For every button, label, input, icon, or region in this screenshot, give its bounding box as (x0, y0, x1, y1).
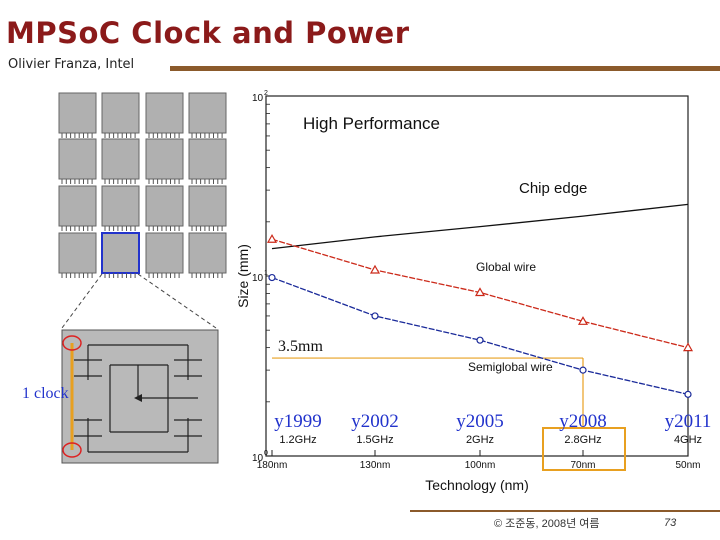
data-point (268, 273, 276, 282)
series-label-chip-edge: Chip edge (519, 180, 587, 197)
zoom-line-left (61, 273, 103, 329)
x-tick-label: 70nm (570, 460, 595, 471)
frequency-label: 1.5GHz (356, 434, 393, 446)
data-point (474, 287, 486, 297)
core-tile (58, 138, 97, 180)
data-point (266, 234, 278, 243)
x-tick-label: 130nm (360, 460, 391, 471)
core-tile (145, 185, 184, 227)
y-tick-label: 10 (252, 453, 264, 464)
series-label-semiglobal-wire: Semiglobal wire (468, 360, 553, 374)
series-line (271, 203, 689, 250)
core-tile (101, 185, 140, 227)
plot-frame (265, 95, 689, 457)
clock-h-tree (74, 344, 202, 453)
frequency-label: 4GHz (674, 434, 702, 446)
data-point (577, 316, 589, 325)
frequency-label: 1.2GHz (279, 434, 316, 446)
footer-rule (410, 510, 720, 512)
core-tile (188, 138, 227, 180)
zoom-line-right (137, 273, 217, 329)
core-tile (58, 185, 97, 227)
core-tile (145, 232, 184, 274)
chart-title: High Performance (303, 114, 440, 133)
y-axis-label: Size (mm) (235, 244, 251, 308)
year-label: y2008 (559, 411, 607, 432)
core-tile (145, 138, 184, 180)
data-point (682, 342, 694, 352)
core-tile (188, 185, 227, 227)
clock-source-marker-top (62, 335, 82, 351)
data-point (369, 264, 381, 274)
year-label: y1999 (274, 411, 322, 432)
year-label: y2002 (351, 411, 399, 432)
clock-source-marker-bottom (62, 442, 82, 458)
core-tile (58, 92, 97, 134)
page-number: 73 (664, 517, 677, 529)
highlight-box-70nm (542, 427, 626, 471)
copyright: © 조준동, 2008년 여름 (494, 518, 600, 530)
clock-arrow-head (134, 394, 142, 402)
core-tile (101, 138, 140, 180)
core-tile (145, 92, 184, 134)
y-tick-exponent: 1 (264, 270, 268, 277)
y-tick-exponent: 0 (264, 450, 268, 457)
core-tile (188, 92, 227, 134)
x-tick-label: 180nm (257, 460, 288, 471)
x-tick-label: 50nm (675, 460, 700, 471)
frequency-label: 2GHz (466, 434, 494, 446)
slide-title: MPSoC Clock and Power (6, 16, 410, 50)
title-rule (170, 66, 720, 71)
series-label-global-wire: Global wire (476, 260, 536, 274)
data-point (476, 336, 484, 344)
data-point (684, 390, 692, 398)
data-point (579, 366, 587, 374)
core-tile (101, 92, 140, 134)
x-tick-label: 100nm (465, 460, 496, 471)
core-tile (58, 232, 97, 274)
distance-label: 3.5mm (278, 338, 323, 355)
y-tick-label: 10 (252, 273, 264, 284)
selected-core (101, 232, 140, 274)
slide-subtitle: Olivier Franza, Intel (8, 57, 135, 72)
core-grid (58, 92, 227, 278)
data-point (371, 312, 379, 320)
x-axis-label: Technology (nm) (425, 477, 529, 493)
plot-area: 180nm y1999 1.2GHz 130nm y2002 1.5GHz 100nm y20… (257, 203, 712, 471)
y-tick-label: 10 (252, 93, 264, 104)
year-label: y2005 (456, 411, 504, 432)
y-tick-exponent: 2 (264, 90, 268, 97)
clock-label: 1 clock (22, 385, 69, 402)
core-tile (188, 232, 227, 274)
year-label: y2011 (665, 411, 712, 432)
frequency-label: 2.8GHz (564, 434, 601, 446)
